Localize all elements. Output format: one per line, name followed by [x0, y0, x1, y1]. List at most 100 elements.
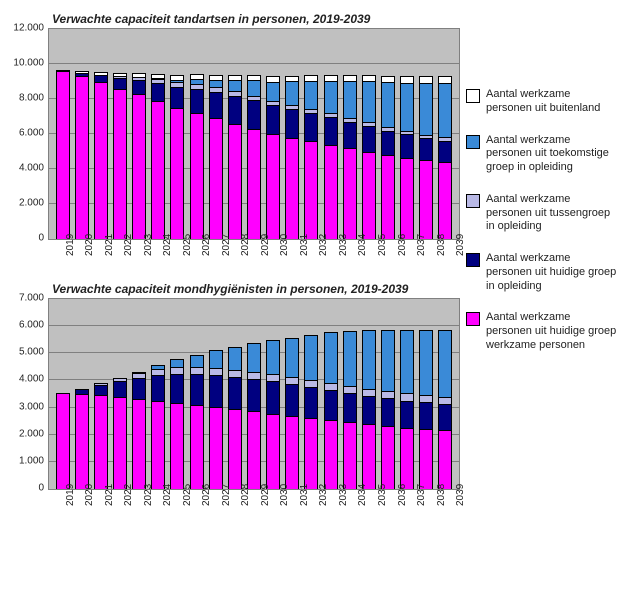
bar — [247, 343, 261, 489]
bar-segment — [247, 372, 261, 379]
bar-segment — [362, 330, 376, 388]
bar-segment — [419, 395, 433, 402]
bar — [400, 330, 414, 489]
y-tick-label: 6.000 — [8, 320, 44, 331]
bars-group — [49, 29, 459, 239]
y-axis: 02.0004.0006.0008.00010.00012.000 — [8, 28, 48, 238]
bar — [94, 383, 108, 489]
bar-segment — [343, 122, 357, 148]
bar-segment — [266, 374, 280, 381]
bar-segment — [400, 393, 414, 400]
figure-container: Verwachte capaciteit tandartsen in perso… — [8, 8, 619, 528]
bar-segment — [419, 402, 433, 428]
bar-segment — [209, 407, 223, 489]
chart-title: Verwachte capaciteit tandartsen in perso… — [8, 8, 466, 28]
bar-segment — [170, 359, 184, 367]
bar-segment — [75, 76, 89, 239]
bar-segment — [266, 340, 280, 374]
bar — [304, 335, 318, 489]
bar-segment — [400, 134, 414, 157]
bar-segment — [190, 367, 204, 374]
bar — [438, 76, 452, 239]
legend-label: Aantal werkzame personen uit buitenland — [486, 88, 619, 116]
bar-segment — [324, 117, 338, 144]
bar — [419, 76, 433, 239]
bar-segment — [209, 92, 223, 118]
bar-segment — [94, 82, 108, 240]
bar-segment — [400, 401, 414, 428]
bar-segment — [266, 105, 280, 134]
y-axis: 01.0002.0003.0004.0005.0006.0007.000 — [8, 298, 48, 488]
bar — [113, 73, 127, 239]
bar — [266, 340, 280, 489]
bar-segment — [343, 148, 357, 239]
bar-segment — [438, 162, 452, 239]
bar — [170, 75, 184, 239]
chart: 01.0002.0003.0004.0005.0006.0007.000 — [8, 298, 458, 488]
bar-segment — [343, 386, 357, 393]
bar — [132, 372, 146, 489]
bar-segment — [438, 330, 452, 397]
bar-segment — [304, 141, 318, 239]
bar — [56, 70, 70, 239]
bar-segment — [285, 384, 299, 416]
bar-segment — [228, 347, 242, 370]
bar — [190, 74, 204, 239]
x-tick-label: 2039 — [455, 242, 495, 256]
bar-segment — [381, 391, 395, 398]
bar-segment — [151, 101, 165, 239]
bar-segment — [362, 126, 376, 152]
bar — [247, 75, 261, 239]
bar-segment — [285, 81, 299, 105]
bar-segment — [228, 96, 242, 124]
bar-segment — [170, 367, 184, 374]
legend-swatch — [466, 89, 480, 103]
bar-segment — [362, 81, 376, 122]
legend-label: Aantal werkzame personen uit huidige gro… — [486, 252, 619, 293]
bar — [304, 75, 318, 239]
bar-segment — [324, 145, 338, 240]
y-tick-label: 12.000 — [8, 23, 44, 34]
y-tick-label: 8.000 — [8, 93, 44, 104]
bar — [151, 365, 165, 489]
x-axis: 2019202020212022202320242025202620272028… — [48, 488, 466, 528]
bar-segment — [285, 138, 299, 240]
bar-segment — [362, 152, 376, 240]
y-tick-label: 4.000 — [8, 374, 44, 385]
bar-segment — [170, 87, 184, 108]
bar-segment — [304, 387, 318, 418]
bar-segment — [190, 374, 204, 405]
legend-swatch — [466, 312, 480, 326]
bar-segment — [151, 375, 165, 401]
bar-segment — [343, 331, 357, 385]
bar-segment — [324, 420, 338, 489]
bar-segment — [170, 403, 184, 489]
bar-segment — [266, 381, 280, 413]
bar — [285, 338, 299, 489]
bar-segment — [438, 397, 452, 404]
bar-segment — [419, 330, 433, 396]
bar-segment — [381, 426, 395, 489]
bar-segment — [324, 390, 338, 420]
bar-segment — [285, 377, 299, 384]
bar-segment — [228, 377, 242, 410]
x-tick-label: 2039 — [455, 492, 495, 506]
legend-label: Aantal werkzame personen uit toekomstige… — [486, 134, 619, 175]
bar-segment — [75, 394, 89, 489]
bar-segment — [304, 418, 318, 489]
bar-segment — [132, 378, 146, 399]
bar — [419, 330, 433, 489]
legend-swatch — [466, 135, 480, 149]
bar-segment — [438, 76, 452, 83]
bar — [228, 347, 242, 489]
bar-segment — [419, 160, 433, 239]
bar-segment — [132, 80, 146, 94]
bar — [400, 76, 414, 239]
bar-segment — [113, 381, 127, 397]
bar-segment — [304, 81, 318, 109]
bar-segment — [362, 424, 376, 489]
bar-segment — [400, 428, 414, 489]
bar-segment — [113, 397, 127, 489]
y-tick-label: 5.000 — [8, 347, 44, 358]
bar-segment — [438, 141, 452, 162]
